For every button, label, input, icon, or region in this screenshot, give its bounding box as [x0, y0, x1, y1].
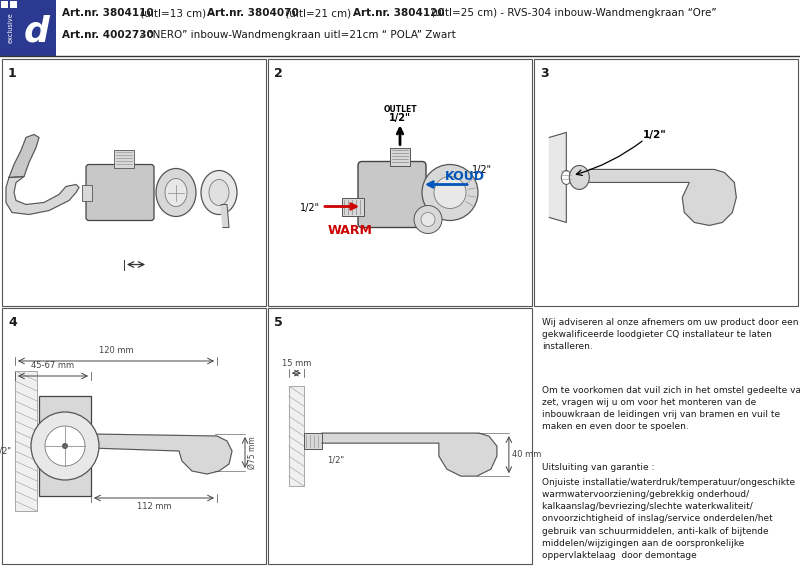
Bar	[534, 59, 798, 306]
Text: 1/2": 1/2"	[642, 130, 666, 140]
FancyBboxPatch shape	[86, 165, 154, 221]
Text: 15 mm: 15 mm	[282, 359, 311, 368]
Polygon shape	[322, 433, 497, 476]
Text: Art.nr. 3804110: Art.nr. 3804110	[62, 8, 154, 18]
Bar	[268, 308, 532, 564]
Text: exclusive: exclusive	[8, 12, 14, 44]
Text: 4: 4	[8, 316, 17, 329]
Text: OUTLET: OUTLET	[383, 105, 417, 114]
Polygon shape	[6, 177, 79, 215]
Circle shape	[414, 205, 442, 234]
Circle shape	[422, 165, 478, 221]
Bar	[0, 0, 56, 56]
Text: 5: 5	[274, 316, 282, 329]
Text: 1/2": 1/2"	[0, 447, 11, 456]
Text: - “NERO” inbouw-Wandmengkraan uitl=21cm “ POLA” Zwart: - “NERO” inbouw-Wandmengkraan uitl=21cm …	[137, 30, 456, 40]
Text: Ø75 mm: Ø75 mm	[248, 436, 257, 469]
Text: 1/2": 1/2"	[300, 203, 320, 212]
Text: (uitl=21 cm) -: (uitl=21 cm) -	[282, 8, 362, 18]
Bar	[390, 148, 410, 165]
Polygon shape	[550, 132, 566, 222]
Text: Uitsluiting van garantie :: Uitsluiting van garantie :	[542, 463, 654, 472]
Text: Onjuiste installatie/waterdruk/temperatuur/ongeschikte
warmwatervoorziening/gebr: Onjuiste installatie/waterdruk/temperatu…	[542, 478, 795, 560]
Bar	[304, 433, 322, 449]
Text: 1: 1	[8, 67, 17, 80]
Text: Om te voorkomen dat vuil zich in het omstel gedeelte vast
zet, vragen wij u om v: Om te voorkomen dat vuil zich in het oms…	[542, 386, 800, 431]
Ellipse shape	[156, 169, 196, 217]
Bar	[1, 1, 8, 8]
Text: Art.nr. 3804120: Art.nr. 3804120	[353, 8, 445, 18]
Circle shape	[31, 412, 99, 480]
Bar	[15, 371, 37, 511]
Text: 1/2": 1/2"	[327, 455, 344, 464]
Circle shape	[421, 212, 435, 226]
Bar	[82, 185, 92, 200]
Bar	[2, 59, 266, 306]
Ellipse shape	[201, 170, 237, 215]
Bar	[289, 386, 304, 486]
Ellipse shape	[209, 179, 229, 205]
Text: 3: 3	[540, 67, 549, 80]
Bar	[2, 308, 266, 564]
Polygon shape	[590, 169, 736, 225]
Text: 112 mm: 112 mm	[137, 502, 171, 511]
Text: 45-67 mm: 45-67 mm	[31, 361, 74, 370]
Bar	[10, 1, 17, 8]
Circle shape	[45, 426, 85, 466]
Text: Art.nr. 4002730: Art.nr. 4002730	[62, 30, 154, 40]
Text: d: d	[24, 14, 50, 48]
Bar	[342, 198, 364, 216]
Text: 1/2": 1/2"	[389, 114, 411, 123]
Text: KOUD: KOUD	[445, 169, 485, 182]
Text: WARM: WARM	[327, 224, 373, 237]
Bar	[268, 59, 532, 306]
Text: 120 mm: 120 mm	[98, 346, 134, 355]
Ellipse shape	[570, 165, 590, 190]
FancyBboxPatch shape	[358, 161, 426, 228]
Bar	[114, 149, 134, 168]
Polygon shape	[91, 434, 232, 474]
Circle shape	[434, 177, 466, 208]
Ellipse shape	[165, 178, 187, 207]
Polygon shape	[9, 135, 39, 178]
Ellipse shape	[562, 170, 571, 185]
Circle shape	[62, 443, 68, 449]
Text: (uitl=25 cm) - RVS-304 inbouw-Wandmengkraan “Ore”: (uitl=25 cm) - RVS-304 inbouw-Wandmengkr…	[428, 8, 717, 18]
Text: 40 mm: 40 mm	[512, 450, 542, 459]
Text: 1/2": 1/2"	[472, 165, 492, 175]
Text: Wij adviseren al onze afnemers om uw product door een
gekwalificeerde loodgieter: Wij adviseren al onze afnemers om uw pro…	[542, 318, 798, 351]
Text: 2: 2	[274, 67, 282, 80]
Text: (uitl=13 cm) -: (uitl=13 cm) -	[137, 8, 216, 18]
Polygon shape	[221, 204, 229, 228]
Text: Art.nr. 3804070: Art.nr. 3804070	[207, 8, 299, 18]
Bar	[39, 396, 91, 496]
